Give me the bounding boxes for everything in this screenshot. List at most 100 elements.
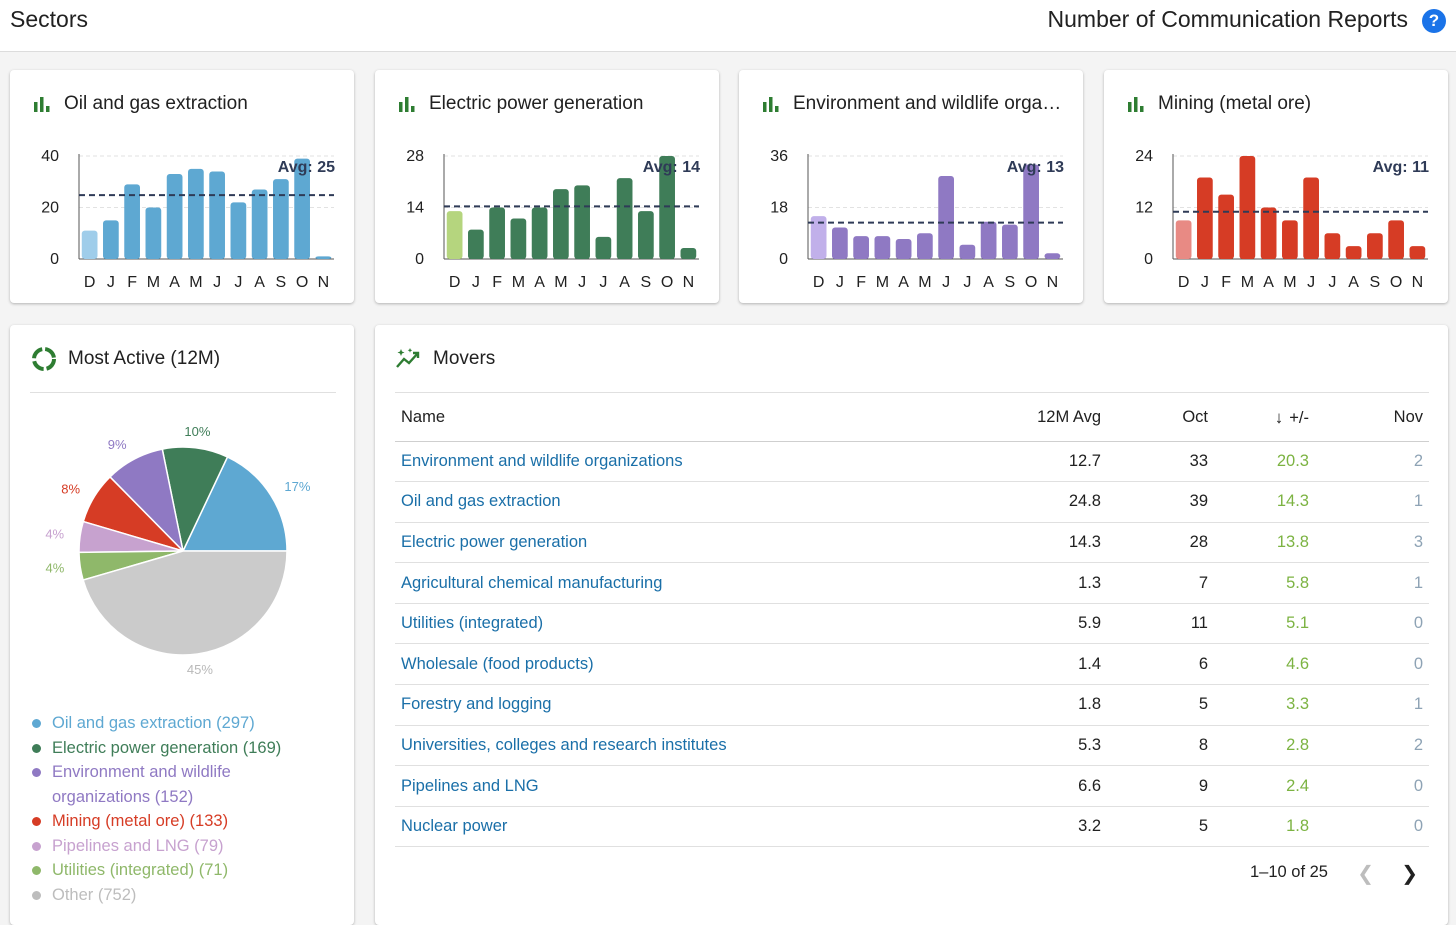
divider — [30, 392, 336, 393]
bar — [166, 174, 183, 259]
legend-item[interactable]: Utilities (integrated) (71) — [30, 858, 330, 883]
sector-link[interactable]: Utilities (integrated) — [395, 603, 955, 645]
x-tick-label: F — [492, 274, 502, 291]
chevron-right-icon[interactable]: ❯ — [1401, 863, 1418, 885]
bar — [1345, 246, 1362, 259]
bar — [1409, 246, 1426, 259]
legend-label: Mining (metal ore) (133) — [52, 812, 229, 830]
avg-cell: 5.9 — [955, 603, 1107, 645]
sector-link[interactable]: Oil and gas extraction — [395, 481, 955, 523]
sector-link[interactable]: Universities, colleges and research inst… — [395, 725, 955, 767]
bar — [103, 220, 119, 259]
bar — [1324, 233, 1341, 259]
y-tick-label: 0 — [1144, 251, 1153, 268]
legend-dot — [32, 719, 41, 728]
x-tick-label: J — [213, 274, 221, 291]
x-tick-label: J — [836, 274, 844, 291]
x-tick-label: M — [1241, 274, 1254, 291]
bar — [230, 202, 247, 259]
sector-link[interactable]: Forestry and logging — [395, 684, 955, 726]
legend-label: Environment and wildlife organizations (… — [52, 763, 231, 806]
pie-legend: Oil and gas extraction (297) Electric po… — [30, 711, 330, 907]
legend-label: Oil and gas extraction (297) — [52, 714, 255, 732]
most-active-card: Most Active (12M) 17% 10% 9% 8% 4% 4% 45% Oil … — [10, 325, 354, 925]
average-label: Avg: 11 — [1373, 159, 1429, 176]
x-tick-label: N — [1412, 274, 1424, 291]
average-label: Avg: 13 — [1007, 159, 1064, 176]
avg-cell: 6.6 — [955, 765, 1107, 807]
avg-cell: 14.3 — [955, 522, 1107, 564]
legend-dot — [32, 768, 41, 777]
table-row: Environment and wildlife organizations 1… — [395, 441, 1429, 483]
x-tick-label: A — [1348, 274, 1359, 291]
help-icon[interactable]: ? — [1422, 9, 1446, 33]
column-header-delta[interactable]: ↓ +/- — [1214, 395, 1315, 442]
x-tick-label: J — [472, 274, 480, 291]
column-header-delta-label: +/- — [1289, 408, 1309, 427]
legend-item[interactable]: Other (752) — [30, 883, 330, 908]
nov-cell: 2 — [1315, 725, 1429, 767]
x-tick-label: A — [898, 274, 909, 291]
x-tick-label: O — [661, 274, 673, 291]
bar — [315, 256, 332, 259]
sector-link[interactable]: Electric power generation — [395, 522, 955, 564]
legend-item[interactable]: Environment and wildlife organizations (… — [30, 760, 330, 809]
bar — [489, 207, 505, 259]
x-tick-label: N — [318, 274, 330, 291]
column-header-oct[interactable]: Oct — [1107, 395, 1214, 442]
column-header-12m-avg[interactable]: 12M Avg — [955, 395, 1107, 442]
sector-link[interactable]: Pipelines and LNG — [395, 765, 955, 807]
oct-cell: 5 — [1107, 806, 1214, 848]
x-tick-label: D — [84, 274, 96, 291]
legend-dot — [32, 743, 41, 753]
bar — [680, 247, 697, 259]
legend-item[interactable]: Mining (metal ore) (133) — [30, 809, 330, 834]
sector-link[interactable]: Nuclear power — [395, 806, 955, 848]
bar — [145, 207, 162, 259]
x-tick-label: A — [534, 274, 545, 291]
pagination-range: 1–10 of 25 — [1250, 863, 1328, 881]
pie-slice-label: 45% — [187, 662, 213, 677]
pie-slice-label: 9% — [108, 437, 127, 452]
bar-chart-icon — [763, 97, 779, 112]
nov-cell: 3 — [1315, 522, 1429, 564]
bar-chart-icon — [399, 97, 415, 112]
column-header-nov[interactable]: Nov — [1315, 395, 1429, 442]
sector-card-mining[interactable]: Mining (metal ore) 0 12 24 D J F M A M J J A S O N Avg:… — [1104, 70, 1448, 303]
chevron-left-icon[interactable]: ❮ — [1357, 863, 1374, 885]
pie-slice-label: 17% — [284, 479, 310, 494]
x-tick-label: J — [1328, 274, 1336, 291]
bar — [1044, 253, 1061, 259]
nov-cell: 1 — [1315, 562, 1429, 604]
table-row: Nuclear power 3.2 5 1.8 0 — [395, 806, 1429, 848]
pie-slice-label: 10% — [184, 424, 210, 439]
bar — [938, 176, 954, 259]
sector-card-environment[interactable]: Environment and wildlife organizations 0… — [739, 70, 1083, 303]
sector-link[interactable]: Environment and wildlife organizations — [395, 441, 955, 483]
column-header-name[interactable]: Name — [395, 395, 955, 442]
x-tick-label: J — [963, 274, 971, 291]
table-row: Electric power generation 14.3 28 13.8 3 — [395, 522, 1429, 564]
nov-cell: 1 — [1315, 481, 1429, 523]
x-tick-label: J — [1201, 274, 1209, 291]
legend-item[interactable]: Pipelines and LNG (79) — [30, 834, 330, 859]
x-tick-label: A — [619, 274, 630, 291]
pie-slice-label: 8% — [61, 481, 80, 496]
bar — [659, 156, 675, 259]
sector-card-electric-power[interactable]: Electric power generation 0 14 28 D J F M A M J J A… — [375, 70, 719, 303]
x-tick-label: F — [1221, 274, 1231, 291]
nov-cell: 0 — [1315, 643, 1429, 686]
x-tick-label: A — [169, 274, 180, 291]
sector-card-oil-gas[interactable]: Oil and gas extraction 0 20 40 D J F M A M J J A S O N… — [10, 70, 354, 303]
sector-link[interactable]: Wholesale (food products) — [395, 643, 955, 686]
delta-cell: 2.8 — [1214, 725, 1315, 767]
page-header: Sectors Number of Communication Reports … — [0, 0, 1456, 52]
legend-item[interactable]: Oil and gas extraction (297) — [30, 711, 330, 736]
y-tick-label: 0 — [50, 251, 59, 268]
legend-label: Other (752) — [52, 885, 137, 904]
sector-link[interactable]: Agricultural chemical manufacturing — [395, 562, 955, 604]
legend-item[interactable]: Electric power generation (169) — [30, 736, 330, 761]
x-tick-label: F — [856, 274, 866, 291]
